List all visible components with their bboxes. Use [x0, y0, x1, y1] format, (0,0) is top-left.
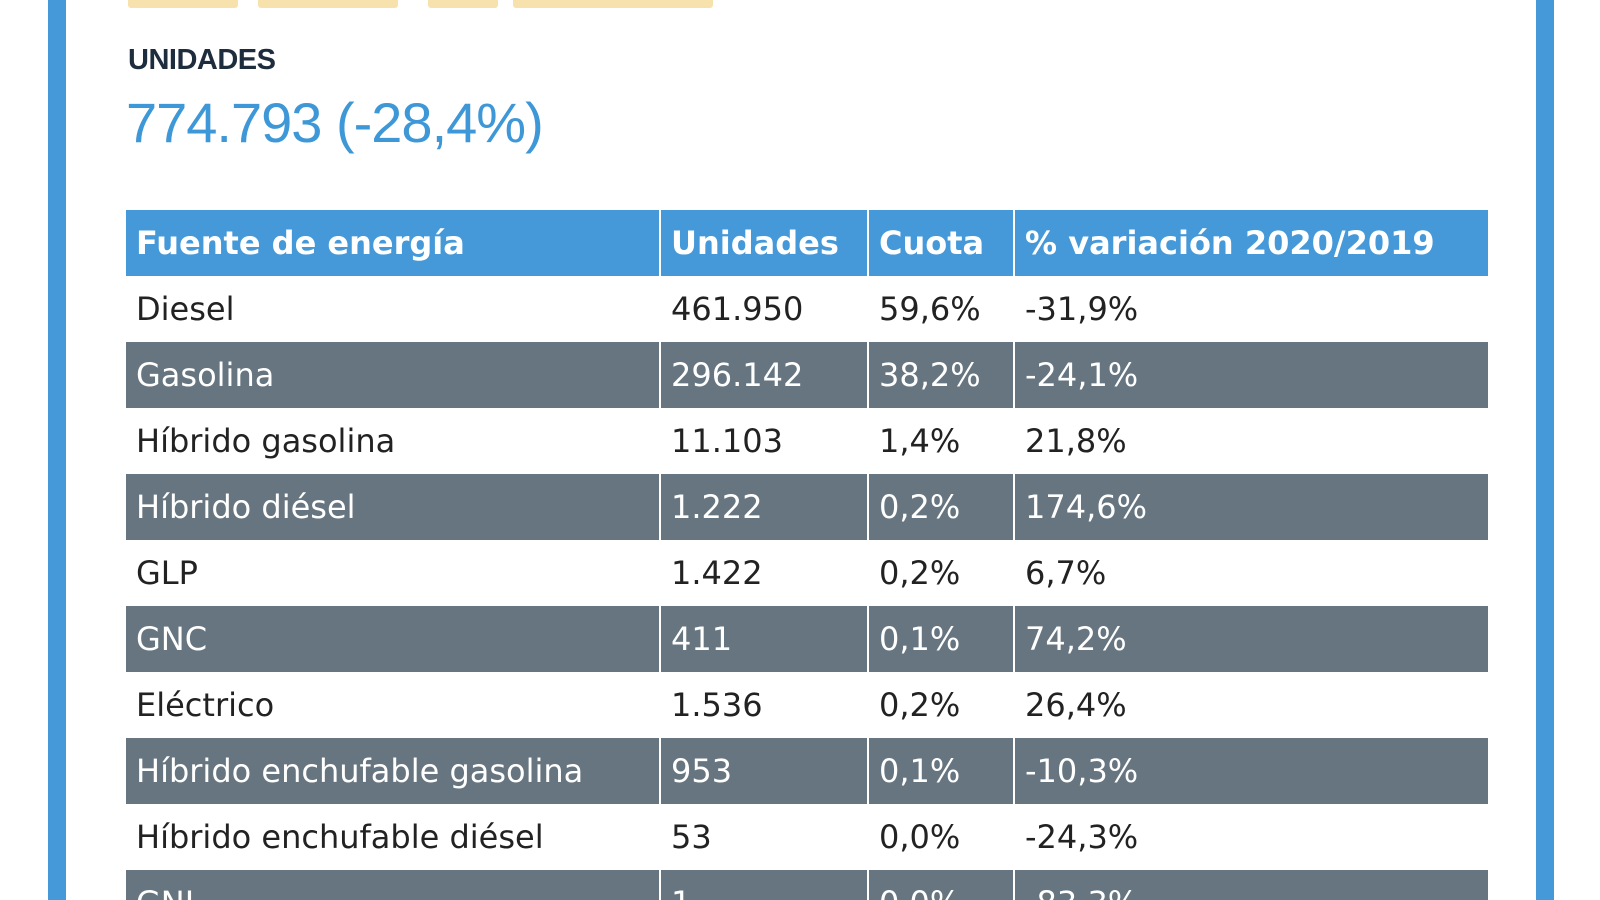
table-row: Gasolina 296.142 38,2% -24,1% — [126, 342, 1488, 408]
table-row: Diesel 461.950 59,6% -31,9% — [126, 276, 1488, 342]
cell-share: 0,0% — [867, 870, 1014, 900]
cell-variation: 6,7% — [1013, 540, 1488, 606]
table-row: Híbrido diésel 1.222 0,2% 174,6% — [126, 474, 1488, 540]
table-row: GNL 1 0,0% -83,3% — [126, 870, 1488, 900]
frame-border-right — [1536, 0, 1554, 900]
cell-variation: 174,6% — [1013, 474, 1488, 540]
cell-units: 11.103 — [659, 408, 868, 474]
cell-variation: -24,1% — [1013, 342, 1488, 408]
cell-units: 53 — [659, 804, 868, 870]
table-header-row: Fuente de energía Unidades Cuota % varia… — [126, 210, 1488, 276]
table-row: Eléctrico 1.536 0,2% 26,4% — [126, 672, 1488, 738]
cell-variation: 26,4% — [1013, 672, 1488, 738]
cell-share: 0,1% — [867, 606, 1014, 672]
header-variation: % variación 2020/2019 — [1013, 210, 1488, 276]
cell-share: 0,1% — [867, 738, 1014, 804]
table-row: Híbrido enchufable diésel 53 0,0% -24,3% — [126, 804, 1488, 870]
table-row: Híbrido gasolina 11.103 1,4% 21,8% — [126, 408, 1488, 474]
header-energy-source: Fuente de energía — [126, 210, 660, 276]
cell-variation: 21,8% — [1013, 408, 1488, 474]
cell-units: 296.142 — [659, 342, 868, 408]
cell-energy-source: Híbrido enchufable diésel — [126, 804, 660, 870]
cell-energy-source: GLP — [126, 540, 660, 606]
cell-energy-source: Diesel — [126, 276, 660, 342]
units-label: UNIDADES — [128, 44, 276, 76]
cell-share: 0,2% — [867, 540, 1014, 606]
cell-energy-source: Híbrido gasolina — [126, 408, 660, 474]
cell-units: 1.536 — [659, 672, 868, 738]
table-row: GLP 1.422 0,2% 6,7% — [126, 540, 1488, 606]
cell-units: 1 — [659, 870, 868, 900]
cell-share: 59,6% — [867, 276, 1014, 342]
cell-share: 38,2% — [867, 342, 1014, 408]
header-units: Unidades — [659, 210, 868, 276]
cell-variation: -31,9% — [1013, 276, 1488, 342]
cell-share: 0,0% — [867, 804, 1014, 870]
cell-energy-source: Híbrido enchufable gasolina — [126, 738, 660, 804]
table-row: Híbrido enchufable gasolina 953 0,1% -10… — [126, 738, 1488, 804]
cell-share: 0,2% — [867, 474, 1014, 540]
cell-units: 1.222 — [659, 474, 868, 540]
energy-source-table: Fuente de energía Unidades Cuota % varia… — [126, 210, 1488, 900]
cell-variation: -83,3% — [1013, 870, 1488, 900]
cell-units: 411 — [659, 606, 868, 672]
cell-units: 461.950 — [659, 276, 868, 342]
cell-energy-source: Gasolina — [126, 342, 660, 408]
cell-variation: -10,3% — [1013, 738, 1488, 804]
cell-energy-source: Híbrido diésel — [126, 474, 660, 540]
cell-share: 1,4% — [867, 408, 1014, 474]
cell-variation: -24,3% — [1013, 804, 1488, 870]
cell-share: 0,2% — [867, 672, 1014, 738]
header-share: Cuota — [867, 210, 1014, 276]
cell-units: 953 — [659, 738, 868, 804]
cell-energy-source: GNL — [126, 870, 660, 900]
units-total-value: 774.793 (-28,4%) — [126, 91, 544, 154]
frame-border-left — [48, 0, 66, 900]
table-row: GNC 411 0,1% 74,2% — [126, 606, 1488, 672]
cell-energy-source: GNC — [126, 606, 660, 672]
cell-energy-source: Eléctrico — [126, 672, 660, 738]
cell-variation: 74,2% — [1013, 606, 1488, 672]
cell-units: 1.422 — [659, 540, 868, 606]
cropped-title-fragment — [128, 0, 728, 12]
